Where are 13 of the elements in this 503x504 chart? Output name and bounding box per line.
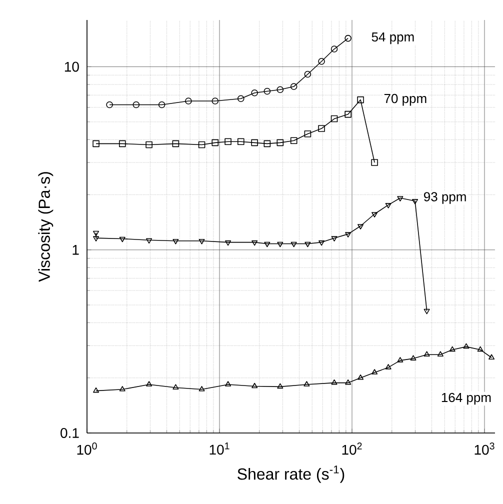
y-axis-title: Viscosity (Pa·s)	[38, 172, 54, 282]
x-tick-label: 10$^{2}$	[342, 442, 362, 455]
y-tick-label: 0.1	[60, 428, 79, 438]
y-tick-label: 10	[64, 62, 79, 72]
series-label: 70 ppm	[384, 94, 426, 106]
series-label: 54 ppm	[372, 32, 414, 44]
x-tick-label: 10$^{0}$	[77, 442, 97, 455]
x-tick-label: 10$^{3}$	[474, 442, 494, 455]
x-tick-label: 10$^{1}$	[210, 442, 230, 455]
text: 164 ppm	[442, 392, 491, 405]
y-tick-label: 1	[72, 245, 79, 255]
series-label: 93 ppm	[424, 192, 466, 204]
x-axis-title: Shear rate (s$^{-1}$)	[238, 466, 344, 483]
